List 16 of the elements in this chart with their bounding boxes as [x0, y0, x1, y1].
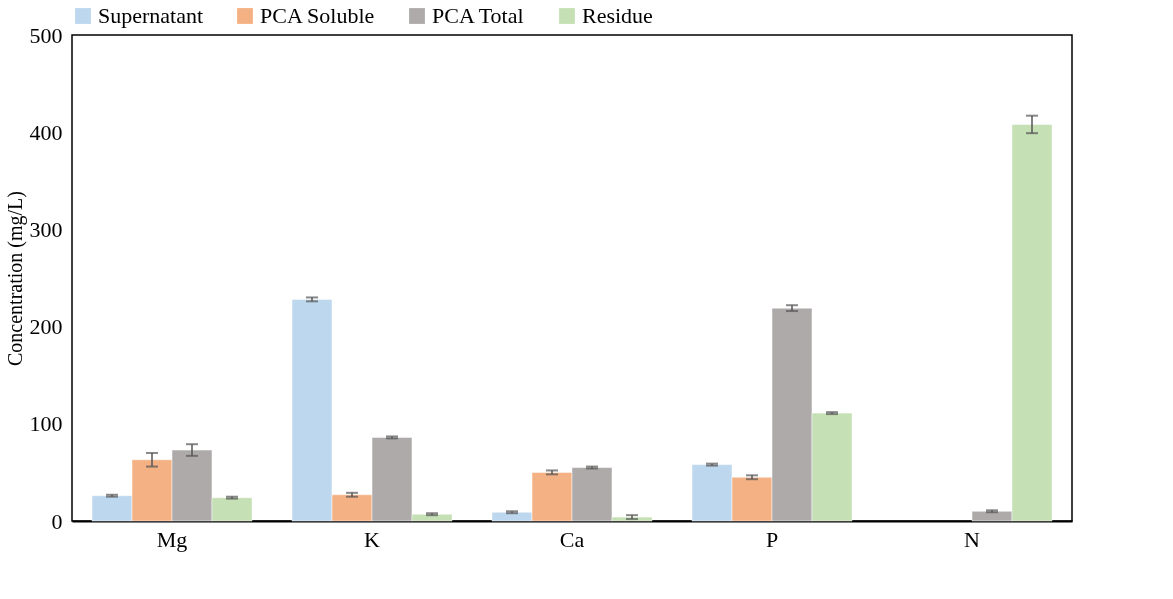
y-tick-label: 500 — [29, 22, 63, 48]
x-tick-label: P — [765, 526, 779, 552]
x-tick-label: Mg — [156, 526, 188, 552]
y-tick-label: 300 — [29, 216, 63, 242]
legend-label: PCA Total — [432, 3, 524, 28]
legend-label: PCA Soluble — [260, 3, 375, 28]
x-tick-label: K — [364, 526, 381, 552]
y-tick-label: 100 — [29, 411, 63, 437]
legend-label: Residue — [582, 3, 653, 28]
x-tick-label: N — [964, 526, 981, 552]
x-tick-label: Ca — [559, 526, 585, 552]
legend-label: Supernatant — [98, 3, 204, 28]
y-axis-title: Concentration (mg/L) — [3, 191, 27, 366]
y-tick-label: 0 — [51, 508, 63, 534]
y-tick-label: 200 — [29, 314, 63, 340]
y-tick-label: 400 — [29, 119, 63, 145]
